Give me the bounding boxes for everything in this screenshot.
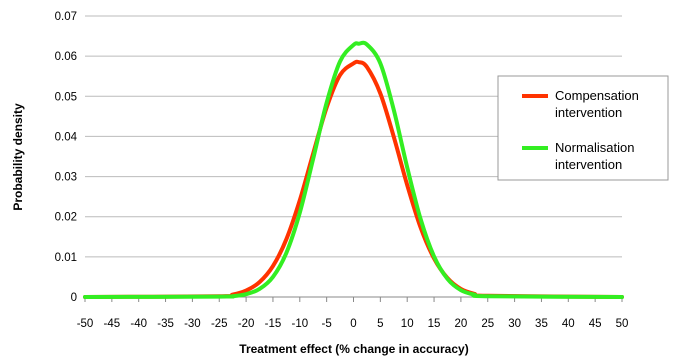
y-axis-ticks: 0 0.01 0.02 0.03 0.04 0.05 0.06 0.07 (55, 11, 78, 304)
x-tick-label: 50 (616, 318, 629, 330)
series-lines (83, 40, 624, 299)
y-tick-label: 0 (71, 292, 77, 304)
legend: Compensation intervention Normalisation … (497, 75, 669, 181)
legend-label-compensation: Compensation intervention (555, 88, 642, 120)
x-tick-label: -45 (104, 318, 121, 330)
x-axis-ticks: -50 -45 -40 -35 -30 -25 -20 -15 -10 -5 0 5 10 15 20 25 3… (77, 297, 629, 330)
x-tick-label: 20 (455, 318, 468, 330)
x-tick-label: 30 (508, 318, 521, 330)
x-tick-label: 15 (428, 318, 441, 330)
x-tick-label: -50 (77, 318, 94, 330)
x-tick-label: -40 (130, 318, 147, 330)
y-tick-label: 0.04 (55, 131, 78, 143)
x-tick-label: -5 (322, 318, 332, 330)
x-axis-title: Treatment effect (% change in accuracy) (239, 342, 468, 356)
x-tick-label: 35 (535, 318, 548, 330)
y-tick-label: 0.03 (55, 172, 77, 184)
x-tick-label: -10 (291, 318, 308, 330)
y-tick-label: 0.07 (55, 11, 77, 23)
x-tick-label: -20 (238, 318, 255, 330)
y-tick-label: 0.05 (55, 91, 77, 103)
x-tick-label: -15 (265, 318, 282, 330)
y-tick-label: 0.02 (55, 212, 77, 224)
legend-label-normalisation: Normalisation intervention (555, 140, 638, 172)
x-tick-label: 25 (481, 318, 494, 330)
gridlines (85, 15, 622, 258)
legend-box (497, 75, 669, 181)
x-tick-label: -25 (211, 318, 228, 330)
x-tick-label: 0 (350, 318, 356, 330)
x-tick-label: 5 (377, 318, 383, 330)
x-tick-label: 45 (589, 318, 602, 330)
x-tick-label: -35 (157, 318, 174, 330)
y-tick-label: 0.01 (55, 252, 77, 264)
y-axis-title: Probability density (11, 103, 25, 211)
series-line-normalisation (83, 40, 624, 299)
x-tick-label: 40 (562, 318, 575, 330)
x-tick-label: 10 (401, 318, 414, 330)
y-tick-label: 0.06 (55, 51, 77, 63)
x-tick-label: -30 (184, 318, 201, 330)
